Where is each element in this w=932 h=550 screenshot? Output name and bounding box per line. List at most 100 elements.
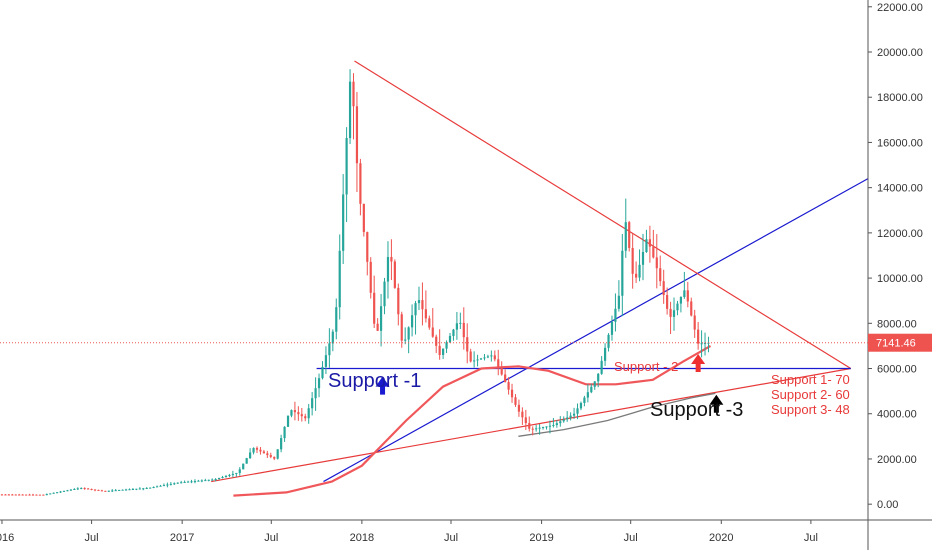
candle-body — [376, 323, 379, 331]
candle-body — [128, 489, 131, 491]
candle-body — [255, 447, 259, 450]
candle-body — [62, 490, 66, 492]
candle-body — [190, 481, 193, 483]
candle-body — [500, 366, 503, 375]
candle-body — [586, 392, 589, 398]
candle-body — [486, 356, 490, 358]
candle-body — [469, 351, 472, 362]
candle-body — [438, 345, 441, 355]
trendline — [211, 367, 851, 483]
candle-body — [266, 453, 269, 456]
candle-body — [45, 494, 48, 496]
candle-body — [566, 417, 569, 420]
candle-body — [435, 336, 438, 346]
candle-body — [414, 303, 417, 316]
candle-body — [107, 490, 110, 492]
candle-body — [42, 494, 45, 496]
candle-body — [407, 327, 410, 340]
x-tick-label: Jul — [444, 532, 458, 544]
candle-body — [641, 252, 645, 265]
candle-body — [38, 494, 41, 496]
candle-body — [524, 417, 527, 424]
candle-body — [397, 287, 400, 315]
ma-red-line — [233, 344, 712, 497]
candle-body — [617, 295, 620, 309]
candle-body — [621, 250, 624, 296]
y-tick-label: 10000.00 — [877, 273, 923, 285]
candle-body — [83, 488, 86, 490]
candle-body — [221, 476, 224, 479]
candle-body — [249, 452, 252, 459]
candle-body — [473, 360, 476, 362]
candle-body — [114, 490, 117, 492]
candle-body — [652, 246, 655, 258]
candle-body — [693, 315, 696, 330]
candle-body — [479, 358, 483, 360]
x-tick-label: 2017 — [170, 532, 194, 544]
last-price-label: 7141.46 — [876, 338, 916, 350]
candle-body — [531, 428, 534, 430]
candle-body — [545, 426, 548, 428]
candle-body — [169, 483, 172, 485]
x-tick-label: 2016 — [0, 532, 14, 544]
candle-body — [603, 347, 607, 361]
candle-body — [597, 373, 600, 382]
candle-body — [186, 481, 190, 483]
candle-body — [359, 163, 362, 204]
candle-body — [672, 310, 676, 317]
candle-body — [635, 273, 638, 278]
candle-body — [431, 327, 434, 337]
candle-body — [645, 239, 648, 252]
candle-body — [655, 257, 658, 269]
note-support-3: Support 3- 48 — [771, 402, 850, 417]
candle-body — [135, 488, 138, 490]
candle-body — [149, 487, 152, 489]
candle-body — [24, 494, 28, 496]
candle-body — [442, 348, 445, 355]
candle-body — [245, 458, 248, 464]
last-price-tag — [868, 333, 932, 352]
trendline — [354, 60, 852, 370]
candle-body — [690, 301, 693, 316]
candle-body — [297, 412, 300, 415]
x-tick-label: 2019 — [529, 532, 553, 544]
candle-body — [459, 322, 462, 324]
candle-body — [614, 308, 617, 322]
candle-body — [669, 308, 672, 317]
candle-body — [87, 488, 90, 490]
y-tick-label: 20000.00 — [877, 47, 923, 59]
candle-body — [307, 408, 310, 419]
candle-body — [142, 488, 145, 490]
arrow-up-icon — [691, 354, 706, 372]
candle-body — [662, 281, 665, 296]
candle-body — [124, 489, 128, 491]
candle-body — [21, 494, 24, 496]
candle-body — [166, 484, 169, 486]
candle-body — [659, 268, 662, 282]
candle-body — [335, 307, 338, 332]
candle-body — [579, 402, 583, 409]
candle-body — [703, 342, 707, 344]
candle-body — [311, 398, 314, 409]
candle-body — [628, 222, 631, 248]
x-tick-label: Jul — [264, 532, 278, 544]
candle-body — [183, 481, 186, 483]
candle-body — [538, 427, 541, 429]
candle-body — [393, 261, 396, 288]
candle-body — [497, 359, 500, 367]
candle-body — [276, 449, 279, 459]
candle-body — [204, 480, 207, 482]
candle-body — [552, 425, 555, 427]
candle-body — [548, 425, 552, 427]
candle-body — [345, 138, 348, 195]
candle-body — [121, 489, 124, 491]
candle-body — [466, 337, 469, 352]
candle-body — [145, 488, 148, 490]
candle-body — [421, 300, 424, 310]
x-tick-label: Jul — [804, 532, 818, 544]
candle-body — [342, 194, 345, 251]
candle-body — [280, 438, 283, 450]
candle-body — [324, 355, 328, 367]
candle-body — [300, 414, 303, 417]
